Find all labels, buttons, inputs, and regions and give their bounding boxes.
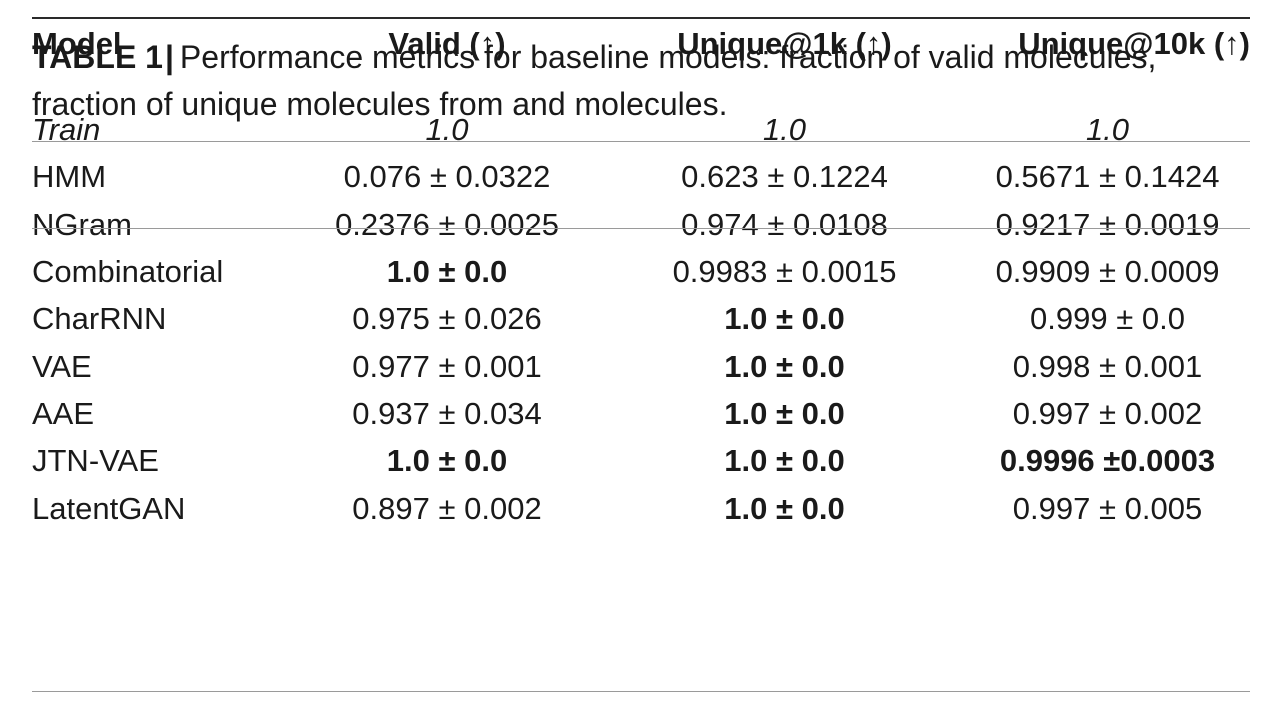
- model-cell: LatentGAN: [32, 490, 186, 526]
- unique-1k-cell: 0.623 ± 0.1224: [681, 159, 888, 195]
- unique-10k-cell: 1.0: [1085, 112, 1130, 148]
- unique-10k-cell: 0.9996 ±0.0003: [999, 443, 1216, 479]
- model-cell: Combinatorial: [32, 254, 224, 290]
- unique-1k-cell: 0.9983 ± 0.0015: [672, 254, 897, 290]
- unique-10k-cell: 0.998 ± 0.001: [1012, 348, 1203, 384]
- valid-cell: 0.975 ± 0.026: [352, 301, 542, 337]
- unique-1k-cell: 1.0: [762, 112, 807, 148]
- table-caption: TABLE 1| Performance metrics for baseline…: [32, 34, 1250, 128]
- table-row: NGram 0.2376 ± 0.0025 0.974 ± 0.0108 0.9217…: [32, 201, 1250, 248]
- valid-cell: 0.937 ± 0.034: [352, 395, 542, 431]
- header-model: Model: [32, 26, 122, 61]
- caption-separator: |: [164, 39, 174, 75]
- table-body: Train 1.0 1.0 1.0 HMM 0.076 ± 0.0322 0.623 ± 0…: [32, 88, 1250, 532]
- caption-label: TABLE 1: [32, 39, 163, 75]
- unique-1k-cell: 1.0 ± 0.0: [724, 348, 845, 384]
- unique-10k-cell: 0.9909 ± 0.0009: [995, 254, 1220, 290]
- model-cell: AAE: [32, 395, 95, 431]
- model-cell: CharRNN: [32, 301, 167, 337]
- unique-10k-cell: 0.5671 ± 0.1424: [995, 159, 1220, 195]
- valid-cell: 1.0: [425, 112, 469, 148]
- unique-1k-cell: 0.974 ± 0.0108: [681, 206, 888, 242]
- header-row: Model Valid (↑) Unique@1k (↑) Unique@10k…: [32, 0, 1250, 88]
- valid-cell: 1.0 ± 0.0: [386, 254, 508, 290]
- model-cell: VAE: [32, 348, 92, 384]
- table-row: HMM 0.076 ± 0.0322 0.623 ± 0.1224 0.5671 ± …: [32, 153, 1250, 200]
- valid-cell: 0.2376 ± 0.0025: [335, 206, 559, 242]
- header-rule: [32, 228, 1250, 229]
- table-row: VAE 0.977 ± 0.001 1.0 ± 0.0 0.998 ± 0.001: [32, 342, 1250, 389]
- unique-10k-cell: 0.9217 ± 0.0019: [995, 206, 1220, 242]
- valid-cell: 0.897 ± 0.002: [352, 490, 542, 526]
- valid-cell: 1.0 ± 0.0: [386, 443, 508, 479]
- results-table: Model Valid (↑) Unique@1k (↑) Unique@10k…: [32, 0, 1250, 532]
- table-row: Combinatorial 1.0 ± 0.0 0.9983 ± 0.0015 0.9…: [32, 248, 1250, 295]
- model-cell: HMM: [32, 159, 107, 195]
- unique-10k-cell: 0.999 ± 0.0: [1030, 301, 1185, 337]
- unique-1k-cell: 1.0 ± 0.0: [724, 443, 845, 479]
- table-row: JTN-VAE 1.0 ± 0.0 1.0 ± 0.0 0.9996 ±0.0003: [32, 437, 1250, 484]
- valid-cell: 0.076 ± 0.0322: [343, 159, 551, 195]
- unique-1k-cell: 1.0 ± 0.0: [724, 395, 845, 431]
- caption-rule: [32, 141, 1250, 142]
- table-row: AAE 0.937 ± 0.034 1.0 ± 0.0 0.997 ± 0.002: [32, 390, 1250, 437]
- unique-1k-cell: 1.0 ± 0.0: [724, 490, 845, 526]
- table-row: Train 1.0 1.0 1.0: [32, 106, 1250, 153]
- caption-text: Performance metrics for baseline models:…: [32, 39, 1157, 122]
- valid-cell: 0.977 ± 0.001: [352, 348, 542, 384]
- unique-10k-cell: 0.997 ± 0.002: [1012, 395, 1203, 431]
- model-cell: Train: [32, 112, 101, 148]
- header-unique-10k: Unique@10k (↑): [1018, 26, 1250, 61]
- unique-10k-cell: 0.997 ± 0.005: [1012, 490, 1203, 526]
- table-row: CharRNN 0.975 ± 0.026 1.0 ± 0.0 0.999 ± 0.0: [32, 295, 1250, 342]
- model-cell: NGram: [32, 206, 132, 242]
- bottom-rule: [32, 691, 1250, 692]
- unique-1k-cell: 1.0 ± 0.0: [724, 301, 845, 337]
- header-valid: Valid (↑): [388, 26, 506, 61]
- top-rule: [32, 17, 1250, 19]
- model-cell: JTN-VAE: [32, 443, 159, 479]
- header-unique-1k: Unique@1k (↑): [677, 26, 892, 61]
- table-row: LatentGAN 0.897 ± 0.002 1.0 ± 0.0 0.997 ± 0…: [32, 484, 1250, 531]
